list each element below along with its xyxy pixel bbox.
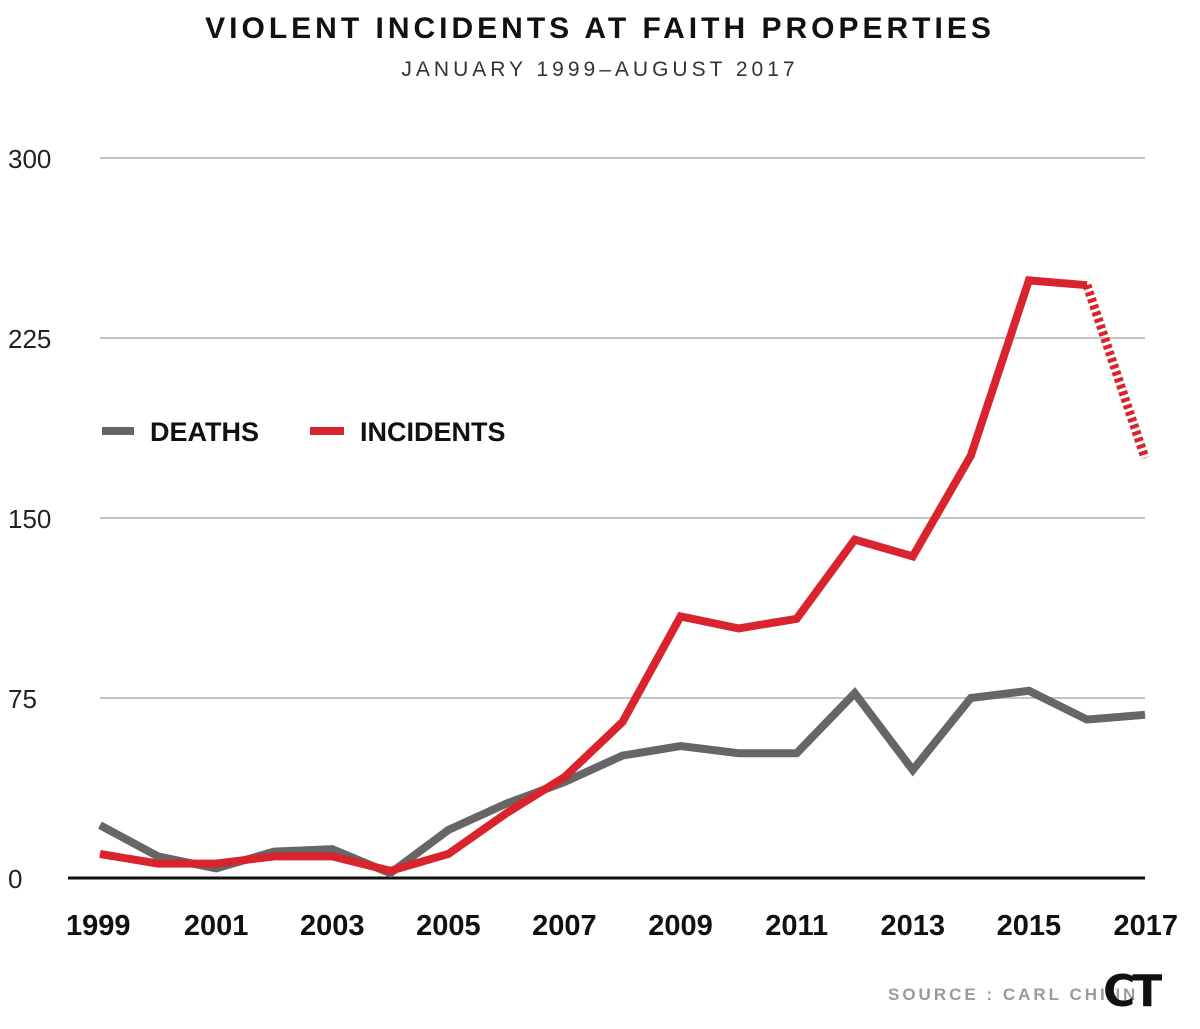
data-point-deaths xyxy=(1028,690,1030,692)
data-point-incidents xyxy=(970,455,972,457)
data-point-deaths xyxy=(157,855,159,857)
y-axis-ticks: 0 75 150 225 300 xyxy=(8,144,51,894)
y-tick-label: 75 xyxy=(8,684,37,714)
data-point-deaths xyxy=(796,752,798,754)
data-point-incidents xyxy=(680,615,682,617)
data-point-deaths xyxy=(505,803,507,805)
x-tick-label: 2013 xyxy=(881,910,946,942)
data-point-deaths xyxy=(447,829,449,831)
series-layer xyxy=(98,276,1150,878)
data-point-incidents xyxy=(796,618,798,620)
data-point-deaths xyxy=(331,848,333,850)
x-tick-label: 1999 xyxy=(66,910,131,942)
x-tick-label: 2007 xyxy=(532,910,597,942)
data-point-deaths xyxy=(738,752,740,754)
data-point-incidents xyxy=(1144,457,1146,459)
chart-title: VIOLENT INCIDENTS AT FAITH PROPERTIES xyxy=(205,12,995,45)
data-point-deaths xyxy=(912,769,914,771)
data-point-deaths xyxy=(680,745,682,747)
x-tick-label: 2003 xyxy=(300,910,365,942)
legend: DEATHS INCIDENTS xyxy=(102,417,506,447)
data-point-incidents xyxy=(563,776,565,778)
y-tick-label: 0 xyxy=(8,864,22,894)
x-tick-label: 2001 xyxy=(184,910,249,942)
grid-layer xyxy=(68,157,1145,880)
data-point-incidents xyxy=(854,539,856,541)
data-point-deaths xyxy=(99,824,101,826)
data-point-deaths xyxy=(215,867,217,869)
legend-label-deaths: DEATHS xyxy=(150,417,259,447)
data-point-incidents xyxy=(622,721,623,723)
series-line-incidents xyxy=(99,276,1088,875)
x-tick-label: 2017 xyxy=(1113,910,1178,942)
data-point-incidents xyxy=(273,855,275,857)
data-point-incidents xyxy=(157,863,159,865)
data-point-incidents xyxy=(215,863,217,865)
chart-subtitle: JANUARY 1999–AUGUST 2017 xyxy=(401,58,799,81)
x-axis-ticks: 1999 2001 2003 2005 2007 2009 2011 2013 2015 2017 xyxy=(66,910,1178,942)
data-point-deaths xyxy=(854,692,856,694)
data-point-deaths xyxy=(1144,714,1146,716)
x-tick-label: 2011 xyxy=(765,910,828,942)
data-point-incidents xyxy=(331,855,333,857)
data-point-deaths xyxy=(970,697,972,699)
x-tick-label: 2009 xyxy=(648,910,713,942)
ct-logo: CT xyxy=(1103,966,1162,1017)
data-point-deaths xyxy=(1086,719,1088,721)
data-point-incidents xyxy=(1028,279,1030,281)
legend-label-incidents: INCIDENTS xyxy=(360,417,506,447)
data-point-incidents xyxy=(447,853,449,855)
x-tick-label: 2015 xyxy=(997,910,1062,942)
data-point-incidents xyxy=(738,627,740,629)
y-tick-label: 225 xyxy=(8,324,51,354)
data-point-incidents xyxy=(99,853,101,855)
y-tick-label: 150 xyxy=(8,504,51,534)
data-point-deaths xyxy=(622,755,623,757)
y-tick-label: 300 xyxy=(8,144,51,174)
data-point-incidents xyxy=(505,812,507,814)
x-tick-label: 2005 xyxy=(416,910,481,942)
data-point-incidents xyxy=(389,870,391,872)
data-point-deaths xyxy=(273,851,275,853)
data-point-incidents xyxy=(1086,284,1088,286)
data-point-incidents xyxy=(912,555,914,557)
source-credit: SOURCE : CARL CHINN xyxy=(888,985,1139,1004)
series-line-incidents-projected xyxy=(1082,283,1150,460)
